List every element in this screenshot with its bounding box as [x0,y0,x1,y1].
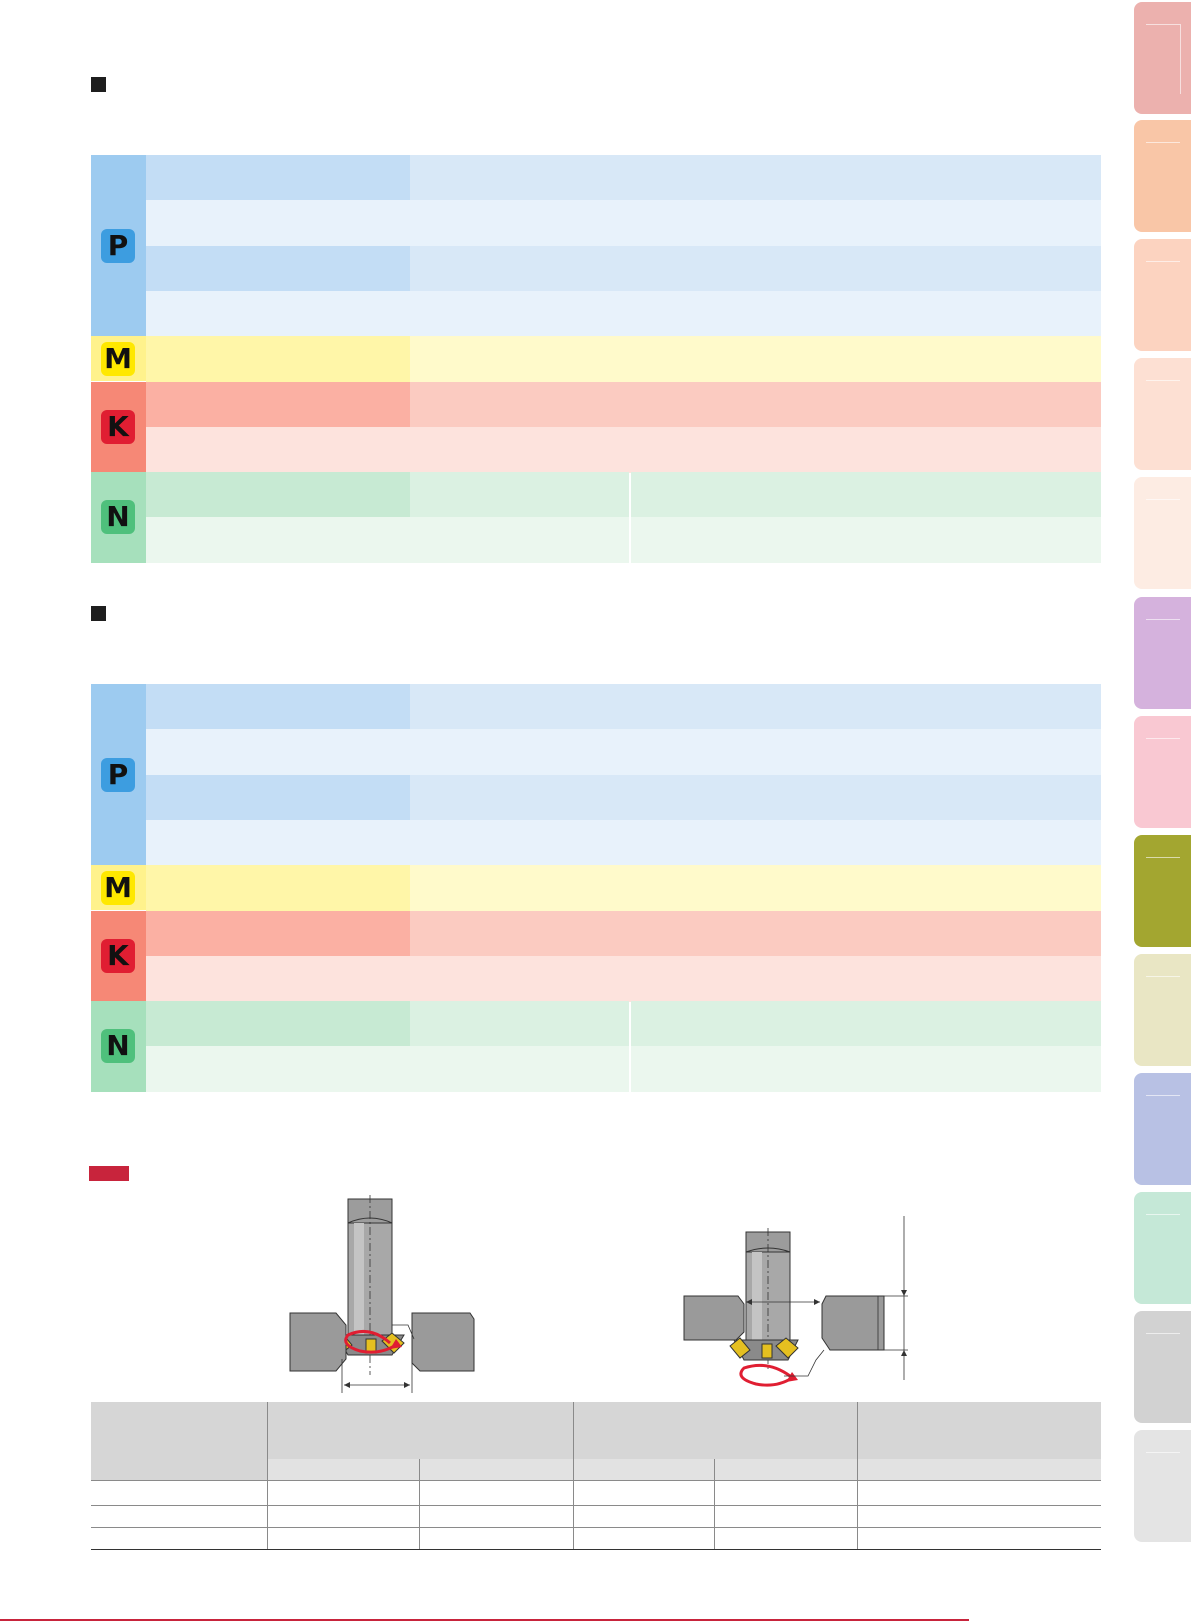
insert-right-icon [775,1337,799,1359]
table-cell [410,684,1101,730]
table-row [146,517,410,564]
table-row [146,1046,410,1093]
material-badge-k: K [101,938,135,973]
side-tab-2[interactable] [1134,120,1191,232]
specification-table [91,1402,1101,1550]
table-row [91,1505,1101,1506]
table-cell [410,1001,629,1047]
material-badge-n: N [101,500,135,535]
table-row [146,472,410,518]
table-cell [410,381,1101,428]
table-cell [410,729,1101,776]
material-badge-k: K [101,409,135,444]
side-tab-9[interactable] [1134,954,1191,1066]
rotation-arrow-icon [344,1329,397,1354]
table-row [146,865,410,911]
workpiece-left [683,1295,745,1341]
table-row [91,1527,1101,1528]
slot-milling-diagram [289,1195,475,1393]
material-badge-p: P [101,228,135,263]
side-tab-11[interactable] [1134,1192,1191,1304]
material-badge-m: M [101,870,135,905]
side-tab-12[interactable] [1134,1311,1191,1423]
table-cell [410,200,1101,247]
table-cell [410,336,1101,382]
table-row [146,336,410,382]
workpiece-right [411,1312,475,1372]
table-row [146,155,410,201]
workpiece-right [821,1295,885,1351]
workpiece-left [289,1312,347,1372]
table-cell [410,472,629,518]
table-row [146,426,410,473]
side-tab-6[interactable] [1134,597,1191,709]
table-cell [410,517,629,564]
table-row [146,910,410,957]
section-2-marker [91,606,106,621]
table-row [146,819,410,866]
side-tab-1[interactable] [1134,2,1191,114]
table-cell [410,910,1101,957]
table-row [146,245,410,292]
table-row [146,955,410,1002]
table-cell [410,819,1101,866]
side-tab-5[interactable] [1134,477,1191,589]
section-1-marker [91,77,106,92]
material-badge-p: P [101,757,135,792]
insert-left-icon [729,1337,751,1359]
side-tab-3[interactable] [1134,239,1191,351]
material-badge-n: N [101,1029,135,1064]
footer-rule [0,1619,969,1621]
table-row [146,1001,410,1047]
table-row [146,774,410,821]
table-row [146,200,410,247]
table-cell [410,1046,629,1093]
table-cell [410,155,1101,201]
table-row [146,381,410,428]
side-tab-4[interactable] [1134,358,1191,470]
table-row [146,684,410,730]
material-badge-m: M [101,341,135,376]
table-cell [410,955,1101,1002]
table-row [146,290,410,337]
table-row [91,1549,1101,1550]
rotation-arrow-icon [739,1363,793,1387]
table-cell [410,774,1101,821]
table-cell [631,1001,1101,1047]
table-cell [631,472,1101,518]
table-row [146,729,410,776]
table-cell [631,517,1101,564]
undercut-milling-diagram [683,1216,908,1387]
spec-table-subheader [267,1459,1101,1480]
side-tab-10[interactable] [1134,1073,1191,1185]
section-3-marker [89,1166,129,1181]
table-cell [410,865,1101,911]
table-cell [631,1046,1101,1093]
side-tab-13[interactable] [1134,1430,1191,1542]
side-tab-7[interactable] [1134,716,1191,828]
table-cell [410,245,1101,292]
table-cell [410,290,1101,337]
side-tab-8[interactable] [1134,835,1191,947]
table-cell [410,426,1101,473]
